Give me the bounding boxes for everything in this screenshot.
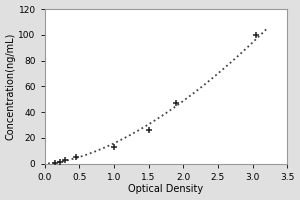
X-axis label: Optical Density: Optical Density xyxy=(128,184,203,194)
Y-axis label: Concentration(ng/mL): Concentration(ng/mL) xyxy=(6,33,16,140)
